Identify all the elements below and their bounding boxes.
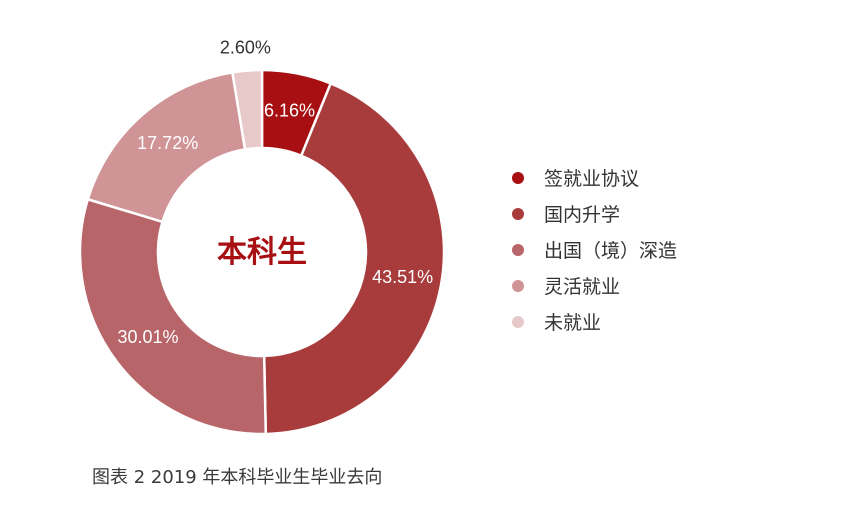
slice-labels: 6.16% 43.51% 30.01% 17.72% 2.60% [118, 37, 434, 347]
legend-swatch [512, 207, 524, 220]
legend-label: 国内升学 [544, 204, 621, 226]
legend: 签就业协议国内升学出国（境）深造 灵活就业未就业 [512, 165, 677, 334]
donut-slice [86, 70, 247, 224]
legend-item: 未就业 [512, 309, 677, 334]
legend-swatch [512, 171, 524, 184]
legend-item: 国内升学 [512, 201, 677, 226]
legend-swatch [512, 243, 524, 256]
donut-slice [230, 68, 264, 151]
center-label: 本科生 [217, 235, 307, 270]
slice-label: 2.60% [220, 37, 271, 57]
legend-label: 出国（境）深造 [544, 240, 678, 262]
slice-label: 17.72% [137, 133, 198, 153]
legend-swatch [512, 315, 524, 328]
slice-label: 43.51% [372, 267, 433, 287]
legend-label: 灵活就业 [544, 276, 621, 298]
legend-item: 灵活就业 [512, 273, 677, 298]
legend-label: 未就业 [544, 312, 602, 334]
legend-item: 出国（境）深造 [512, 237, 677, 262]
donut-slice [262, 81, 446, 436]
legend-item: 签就业协议 [512, 165, 677, 190]
donut-slices [78, 68, 446, 436]
slice-label: 6.16% [264, 100, 315, 120]
legend-label: 签就业协议 [544, 168, 640, 190]
legend-swatch [512, 279, 524, 292]
slice-label: 30.01% [118, 327, 179, 347]
donut-slice [78, 197, 268, 436]
figure-caption: 图表 2 2019 年本科毕业生毕业去向 [92, 467, 383, 488]
